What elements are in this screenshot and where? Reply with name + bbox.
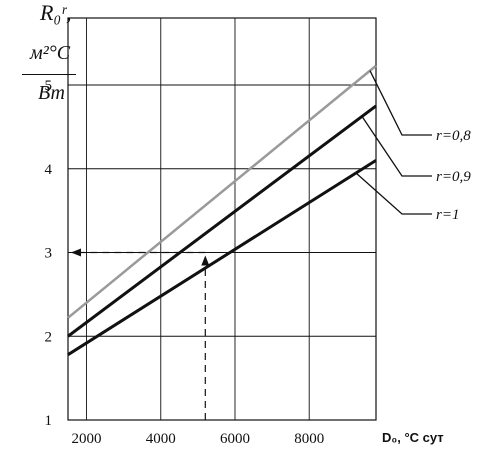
y-tick-label: 1 xyxy=(45,413,53,429)
y-axis-label-fraction-bar xyxy=(22,74,76,75)
y-axis-label-symbol: R₀ʳ, xyxy=(40,0,72,25)
legend-leader-3 xyxy=(355,172,432,215)
series-line-3 xyxy=(67,159,377,356)
x-tick-label: 4000 xyxy=(146,431,176,447)
series-label-3: r=1 xyxy=(436,207,459,223)
y-axis-label-unit-bottom: Вт xyxy=(38,82,65,104)
series-line-1 xyxy=(67,64,377,319)
series-layer xyxy=(67,64,377,356)
annotation-layer xyxy=(71,248,210,420)
y-tick-label: 5 xyxy=(45,78,53,94)
y-tick-label: 3 xyxy=(45,246,53,262)
x-tick-label: 6000 xyxy=(220,431,250,447)
series-label-2: r=0,9 xyxy=(436,169,471,185)
legend-leader-1 xyxy=(369,70,432,136)
x-axis-label: D₀, °С сут xyxy=(382,430,444,445)
legend-leader-2 xyxy=(361,116,432,177)
y-axis-label-unit-top: м²°C xyxy=(30,42,71,64)
tick-layer: 1 2 3 4 5 2000 4000 6000 8000 xyxy=(45,78,325,447)
x-tick-label: 8000 xyxy=(294,431,324,447)
y-tick-label: 4 xyxy=(45,162,53,178)
legend-layer: r=0,8 r=0,9 r=1 xyxy=(355,70,471,223)
series-line-2 xyxy=(67,104,377,338)
series-label-1: r=0,8 xyxy=(436,128,471,144)
x-tick-label: 2000 xyxy=(72,431,102,447)
y-tick-label: 2 xyxy=(45,329,53,345)
grid xyxy=(67,17,377,421)
plot-frame xyxy=(67,17,377,421)
